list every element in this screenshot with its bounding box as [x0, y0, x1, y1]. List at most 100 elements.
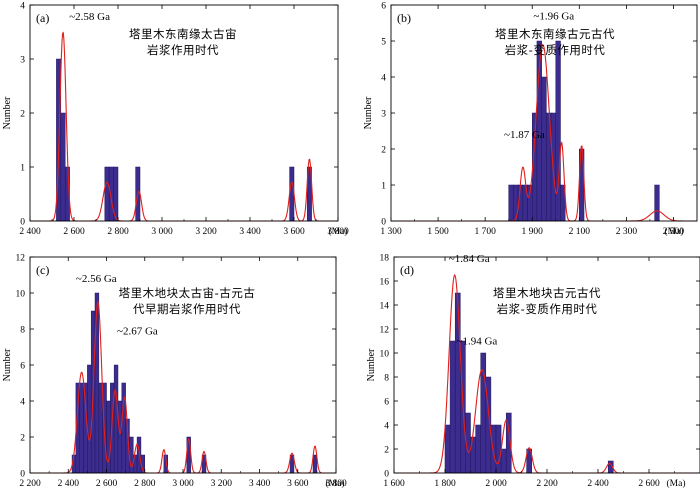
y-axis-label: Number	[2, 96, 13, 129]
y-tick-label: 12	[380, 326, 390, 336]
x-axis-unit: (Ma)	[329, 226, 348, 237]
x-tick-label: 1 800	[434, 479, 456, 489]
x-tick-label: 2 800	[134, 479, 156, 489]
panel-title-line: 塔里木东南缘太古宙	[129, 27, 237, 41]
x-tick-label: 1 300	[380, 227, 402, 237]
x-tick-label: 2 600	[638, 479, 660, 489]
histogram-bar	[513, 184, 519, 222]
x-tick-label: 2 400	[19, 227, 41, 237]
y-tick-label: 3	[20, 56, 25, 66]
x-tick-label: 1 700	[474, 227, 496, 237]
x-tick-label: 2 400	[58, 479, 80, 489]
x-tick-label: 3 800	[325, 479, 347, 489]
x-tick-label: 2 000	[485, 479, 507, 489]
y-tick-label: 4	[20, 398, 25, 408]
x-tick-label: 2 100	[569, 227, 591, 237]
y-tick-label: 2	[20, 110, 25, 120]
panel-title-line: 塔里木地块太古宙-古元古	[119, 286, 256, 300]
histogram-bar	[129, 436, 134, 474]
peak-annotation: ~1.96 Ga	[533, 10, 574, 22]
panel-title-line: 代早期岩浆作用时代	[133, 302, 241, 316]
histogram-bar	[555, 40, 561, 222]
x-tick-label: 1 900	[522, 227, 544, 237]
y-tick-label: 14	[380, 302, 390, 312]
x-tick-label: 1 600	[383, 479, 405, 489]
x-tick-label: 3 600	[283, 227, 305, 237]
x-tick-label: 2 600	[63, 227, 85, 237]
y-axis-label: Number	[363, 96, 374, 129]
y-tick-label: 1	[381, 182, 386, 192]
x-tick-label: 2 800	[107, 227, 129, 237]
histogram-bar	[60, 112, 66, 222]
histogram-bar	[312, 454, 318, 474]
y-tick-label: 0	[381, 218, 386, 228]
y-tick-label: 18	[380, 254, 390, 264]
peak-annotation: ~1.87 Ga	[504, 129, 545, 141]
y-tick-label: 0	[20, 218, 25, 228]
histogram-bar	[104, 166, 110, 222]
histogram-bar	[113, 364, 119, 474]
y-tick-label: 10	[380, 350, 390, 360]
panel-a: 2 400 2 600 2 800 3 000 3 200 3 400 3 600 3 800…	[2, 2, 349, 238]
y-tick-label: 4	[20, 2, 25, 12]
x-tick-label: 2 500	[663, 227, 685, 237]
panel-title-line: 岩浆-变质作用时代	[505, 43, 606, 57]
y-tick-label: 6	[384, 398, 389, 408]
x-axis-unit: (Ma)	[326, 478, 345, 489]
x-tick-label: 3 200	[211, 479, 233, 489]
y-tick-label: 1	[20, 164, 25, 174]
y-tick-label: 16	[380, 278, 390, 288]
panel-label: (a)	[36, 11, 49, 25]
histogram-bar	[449, 340, 456, 474]
y-tick-label: 6	[20, 362, 25, 372]
y-tick-label: 4	[384, 422, 389, 432]
peak-annotation: ~2.56 Ga	[76, 273, 117, 285]
panel-label: (c)	[36, 263, 49, 277]
y-tick-label: 5	[381, 38, 386, 48]
histogram-bar	[541, 76, 547, 222]
histogram-bar	[495, 424, 502, 474]
y-tick-label: 0	[20, 470, 25, 480]
histogram-bar	[289, 166, 295, 222]
histogram-bar	[454, 292, 461, 474]
histogram-bar	[79, 382, 84, 474]
y-tick-label: 12	[16, 254, 26, 264]
y-tick-label: 2	[381, 146, 386, 156]
x-axis-unit: (Ma)	[667, 478, 686, 489]
y-tick-label: 8	[20, 326, 25, 336]
x-tick-label: 2 200	[19, 479, 41, 489]
y-tick-label: 4	[381, 74, 386, 84]
panel-title-line: 岩浆作用时代	[147, 43, 219, 57]
peak-annotation: ~1.84 Ga	[449, 253, 490, 265]
panel-c: 2 200 2 400 2 600 2 800 3 000 3 200 3 400 3 600…	[2, 254, 347, 490]
panel-title-line: 塔里木东南缘古元古代	[495, 27, 615, 41]
histogram-bar	[444, 424, 451, 474]
panel-b: 1 300 1 500 1 700 1 900 2 100 2 300 2 500 0 1 2 3 4…	[363, 2, 698, 237]
x-tick-label: 2 400	[587, 479, 609, 489]
histogram-bar	[475, 424, 481, 474]
panel-label: (d)	[400, 263, 414, 277]
x-tick-label: 3 400	[249, 479, 271, 489]
peak-annotation: ~2.67 Ga	[117, 325, 158, 337]
y-tick-label: 8	[384, 374, 389, 384]
x-tick-label: 3 600	[287, 479, 309, 489]
x-tick-label: 2 300	[616, 227, 638, 237]
peak-annotation: ~1.94 Ga	[457, 336, 498, 348]
y-tick-label: 6	[381, 2, 386, 12]
y-tick-label: 2	[20, 434, 25, 444]
panel-label: (b)	[397, 11, 411, 25]
x-tick-label: 3 400	[239, 227, 261, 237]
y-axis-label: Number	[2, 348, 13, 381]
x-axis-unit: (Ma)	[665, 226, 684, 237]
histogram-bar	[500, 448, 507, 474]
x-tick-label: 3 200	[195, 227, 217, 237]
y-tick-label: 3	[381, 110, 386, 120]
x-tick-label: 1 500	[427, 227, 449, 237]
y-axis-label: Number	[366, 348, 377, 381]
histogram-bar	[98, 382, 103, 474]
histogram-bar	[508, 184, 514, 222]
panel-d: 1 600 1 800 2 000 2 200 2 400 2 600 0 2 4 6 8 10 12 1…	[366, 253, 700, 489]
x-tick-label: 2 600	[96, 479, 118, 489]
histogram-bar	[136, 436, 142, 474]
